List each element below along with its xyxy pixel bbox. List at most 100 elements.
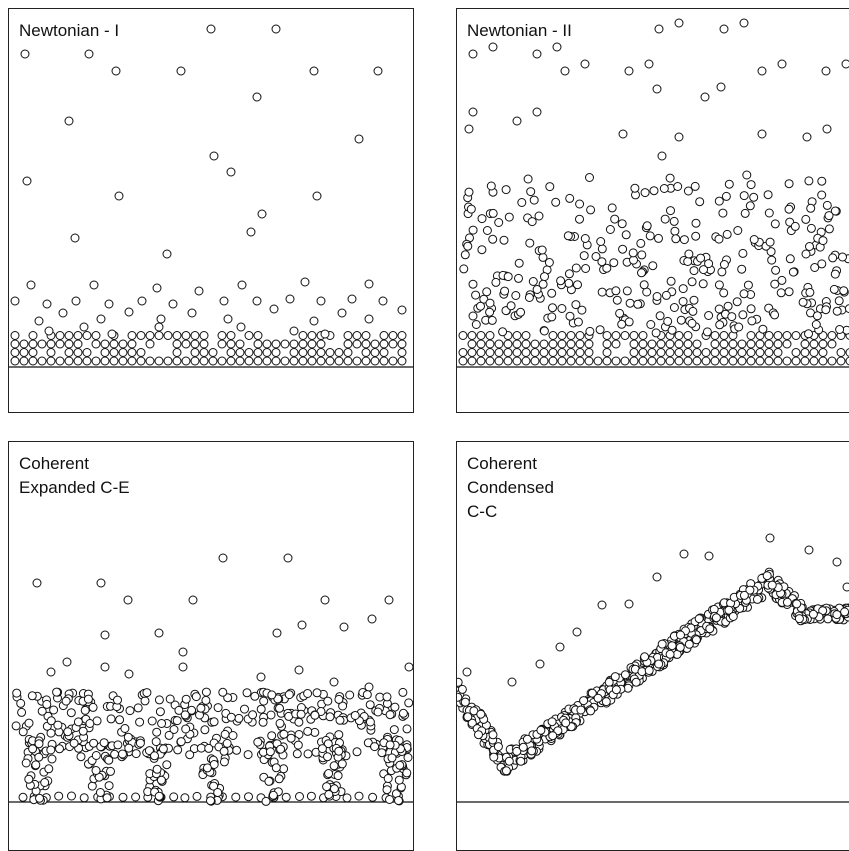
particle [395, 797, 403, 805]
particle [48, 755, 56, 763]
particle [507, 302, 515, 310]
particle [344, 357, 352, 365]
particle [519, 743, 527, 751]
particle [220, 297, 228, 305]
panel-title: Coherent Condensed C-C [467, 452, 554, 524]
particle [690, 296, 698, 304]
particle [657, 340, 665, 348]
particle [530, 196, 538, 204]
particle [585, 340, 593, 348]
particle [810, 357, 818, 365]
particle [101, 663, 109, 671]
particle [469, 312, 477, 320]
particle [805, 177, 813, 185]
particle [598, 245, 606, 253]
particle [170, 793, 178, 801]
particle [735, 323, 743, 331]
particle [580, 697, 588, 705]
particle [119, 349, 127, 357]
panel-coherent-condensed: Coherent Condensed C-C [456, 441, 849, 851]
particle [280, 765, 288, 773]
particle [549, 349, 557, 357]
particle [806, 288, 814, 296]
particle [750, 193, 758, 201]
particle [640, 281, 648, 289]
particle [597, 238, 605, 246]
particle [513, 349, 521, 357]
particle [191, 340, 199, 348]
particle [504, 340, 512, 348]
particle [699, 280, 707, 288]
particle [317, 357, 325, 365]
particle [486, 332, 494, 340]
particle [43, 300, 51, 308]
particle [688, 278, 696, 286]
particle [719, 209, 727, 217]
particle [638, 668, 646, 676]
particle [65, 349, 73, 357]
particle [263, 349, 271, 357]
particle [684, 340, 692, 348]
particle [733, 298, 741, 306]
particle [386, 741, 394, 749]
particle [819, 340, 827, 348]
particle [750, 236, 758, 244]
particle [126, 707, 134, 715]
particle [41, 779, 49, 787]
particle [257, 705, 265, 713]
particle [281, 357, 289, 365]
particle [272, 764, 280, 772]
particle [548, 718, 556, 726]
particle [802, 250, 810, 258]
particle [205, 744, 213, 752]
particle [188, 309, 196, 317]
particle [254, 340, 262, 348]
particle [64, 728, 72, 736]
particle [655, 25, 663, 33]
particle [753, 595, 761, 603]
particle [383, 693, 391, 701]
particle [268, 691, 276, 699]
particle [110, 357, 118, 365]
particle [74, 357, 82, 365]
particle [47, 357, 55, 365]
particle [182, 332, 190, 340]
particle [602, 698, 610, 706]
particle [290, 357, 298, 365]
particle [47, 668, 55, 676]
particle [562, 719, 570, 727]
particle [843, 583, 849, 591]
particle [668, 326, 676, 334]
particle [389, 332, 397, 340]
particle [17, 699, 25, 707]
particle [608, 204, 616, 212]
particle [22, 759, 30, 767]
particle [65, 332, 73, 340]
particle [153, 765, 161, 773]
particle [676, 643, 684, 651]
particle [679, 285, 687, 293]
particle [299, 357, 307, 365]
particle [101, 357, 109, 365]
particle [670, 304, 678, 312]
particle [301, 278, 309, 286]
particle [549, 357, 557, 365]
particle [552, 198, 560, 206]
particle [711, 340, 719, 348]
particle [128, 349, 136, 357]
particle [688, 319, 696, 327]
particle [191, 357, 199, 365]
particle [587, 707, 595, 715]
particle [182, 695, 190, 703]
particle [703, 328, 711, 336]
particle [207, 797, 215, 805]
particle [672, 235, 680, 243]
particle [729, 349, 737, 357]
particle [20, 357, 28, 365]
particle [764, 191, 772, 199]
particle [785, 205, 793, 213]
particle [819, 237, 827, 245]
particle [711, 349, 719, 357]
particle [181, 794, 189, 802]
particle [243, 689, 251, 697]
